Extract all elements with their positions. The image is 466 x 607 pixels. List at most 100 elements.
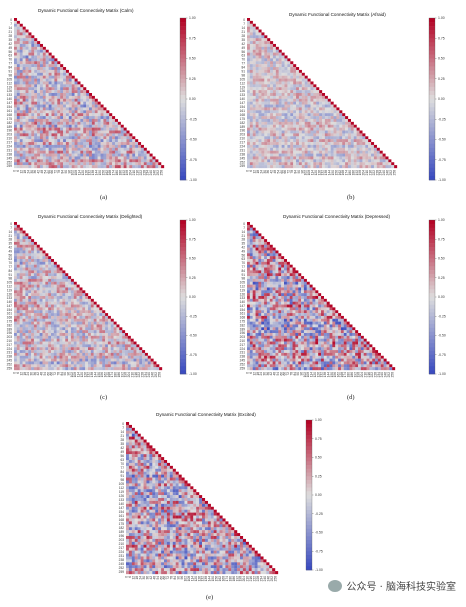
heatmap-cell [91, 95, 95, 99]
y-tick-label: 161 [240, 109, 246, 113]
heatmap-cell [281, 153, 285, 157]
heatmap-cell [275, 273, 279, 277]
heatmap-cell [289, 276, 293, 280]
heatmap-cell [255, 139, 259, 143]
heatmap-cell [96, 321, 100, 325]
heatmap-cell [14, 75, 18, 79]
heatmap-cell [65, 127, 69, 131]
heatmap-cell [45, 364, 49, 368]
heatmap-cell [25, 355, 29, 359]
heatmap-cell [258, 162, 262, 166]
heatmap-cell [39, 256, 43, 260]
heatmap-cell [70, 315, 74, 319]
heatmap-cell [247, 224, 250, 228]
heatmap-cell [267, 84, 271, 88]
heatmap-cell [94, 113, 98, 117]
heatmap-cell [278, 156, 282, 160]
heatmap-cell [39, 350, 43, 354]
heatmap-cell [105, 350, 109, 354]
heatmap-cell [86, 147, 90, 151]
heatmap-cell [290, 139, 294, 143]
heatmap-cell [89, 113, 93, 117]
heatmap-cell [247, 52, 251, 56]
heatmap-cell [275, 287, 279, 291]
heatmap-cell [114, 124, 118, 128]
heatmap-cell [252, 58, 256, 62]
heatmap-cell [57, 147, 61, 151]
heatmap-cell [379, 159, 383, 163]
heatmap-cell [261, 121, 265, 125]
colorbar-segment [429, 78, 435, 84]
heatmap-cell [36, 290, 40, 294]
heatmap-cell [42, 281, 46, 285]
heatmap-cell [290, 127, 294, 131]
heatmap-cell [68, 304, 72, 308]
heatmap-cell [28, 310, 32, 314]
heatmap-cell [333, 116, 337, 120]
heatmap-cell [73, 341, 77, 345]
heatmap-cell [264, 49, 268, 53]
heatmap-cell [22, 113, 26, 117]
heatmap-cell [89, 110, 93, 114]
heatmap-cell [45, 330, 49, 334]
heatmap-cell [25, 259, 29, 262]
heatmap-cell [258, 287, 262, 291]
colorbar-segment [429, 139, 435, 144]
x-tick-label: 72 [287, 170, 291, 174]
heatmap-cell [63, 72, 67, 76]
heatmap-cell [301, 107, 305, 111]
colorbar-segment [429, 115, 435, 120]
heatmap-cell [57, 139, 61, 143]
heatmap-cell [290, 69, 294, 73]
heatmap-cell [287, 118, 291, 122]
heatmap-cell [249, 236, 253, 240]
heatmap-cell [25, 352, 29, 356]
heatmap-cell [79, 304, 83, 308]
heatmap-cell [261, 113, 265, 117]
heatmap-cell [249, 156, 253, 160]
heatmap-cell [16, 330, 20, 334]
heatmap-cell [70, 358, 74, 362]
panel-depressed: Dynamic Functional Connectivity Matrix (… [233, 208, 466, 408]
heatmap-cell [34, 87, 38, 91]
heatmap-cell [376, 153, 380, 157]
heatmap-cell [293, 101, 297, 105]
heatmap-cell [114, 127, 118, 131]
heatmap-cell [249, 124, 253, 128]
heatmap-cell [54, 87, 58, 91]
heatmap-cell [313, 162, 317, 166]
heatmap-cell [312, 298, 316, 302]
heatmap-cell [249, 230, 253, 234]
heatmap-cell [73, 315, 77, 319]
heatmap-cell [264, 90, 268, 94]
heatmap-cell [68, 147, 72, 151]
heatmap-cell [83, 101, 87, 105]
heatmap-cell [31, 335, 35, 339]
heatmap-cell [37, 95, 41, 99]
heatmap-cell [19, 69, 23, 73]
heatmap-cell [319, 113, 323, 117]
heatmap-cell [135, 144, 139, 148]
x-tick-label: 72 [53, 372, 57, 376]
heatmap-cell [342, 124, 346, 128]
heatmap-cell [93, 313, 97, 317]
heatmap-cell [48, 98, 52, 102]
heatmap-cell [122, 338, 126, 342]
heatmap-cell [57, 84, 61, 88]
heatmap-cell [31, 118, 35, 122]
heatmap-cell [321, 298, 324, 302]
heatmap-cell [316, 139, 320, 143]
heatmap-cell [267, 139, 271, 143]
heatmap-cell [51, 84, 55, 88]
heatmap-cell [71, 147, 75, 151]
heatmap-cell [48, 55, 52, 59]
heatmap-cell [31, 84, 35, 88]
heatmap-cell [45, 110, 49, 114]
heatmap-cell [76, 330, 80, 334]
caption: (b) [347, 194, 355, 201]
y-tick-label: 35 [8, 38, 12, 42]
heatmap-cell [371, 162, 375, 166]
heatmap-cell [359, 159, 363, 163]
heatmap-cell [247, 90, 251, 94]
heatmap-cell [48, 121, 52, 125]
